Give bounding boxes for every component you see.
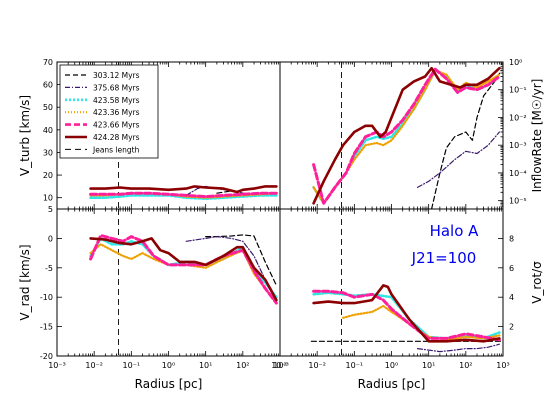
y-tick-label: 50 [43, 103, 53, 112]
legend-label: 423.36 Myrs [93, 108, 140, 117]
series-line-423-58-Myrs [89, 237, 278, 299]
y-tick-label: 30 [43, 148, 53, 157]
y-tick-label: -10 [40, 293, 53, 302]
legend-label: 423.66 Myrs [93, 121, 140, 130]
legend: 303.12 Myrs 375.68 Myrs 423.58 Myrs 423.36 … [59, 64, 159, 159]
series-line-375-68-Myrs [416, 131, 500, 188]
y-tick-label: 10⁻² [509, 113, 527, 122]
y-tick-label: 6 [509, 264, 514, 273]
series-line-375-68-Myrs [416, 343, 500, 353]
y-tick-label: 10⁻⁴ [509, 169, 527, 178]
legend-label: Jeans length [92, 145, 140, 154]
x-tick-label: 10² [459, 361, 472, 370]
y-tick-label: 10⁻¹ [509, 86, 527, 95]
y-tick-label: 2 [509, 323, 514, 332]
x-tick-label: 10⁻² [85, 361, 103, 370]
x-tick-label: 10⁰ [385, 361, 398, 370]
y-tick-label: 20 [43, 171, 53, 180]
x-tick-label: 10¹ [422, 361, 435, 370]
x-tick-label: 10¹ [199, 361, 212, 370]
series-line-375-68-Myrs [185, 236, 277, 298]
series-line-423-66-Myrs [312, 289, 501, 342]
y-tick-label: 10 [43, 194, 53, 203]
legend-label: 303.12 Myrs [93, 71, 140, 80]
plot-area-bottom-right [310, 209, 503, 356]
legend-label: 375.68 Myrs [93, 83, 140, 92]
x-tick-label: 10³ [496, 361, 509, 370]
y-tick-label: 70 [43, 58, 53, 67]
legend-box [59, 64, 159, 159]
x-tick-label: 10² [236, 361, 249, 370]
series-line-424-28-Myrs [312, 66, 501, 205]
series-line-424-28-Myrs [312, 284, 501, 343]
plot-area-top-left [89, 62, 278, 209]
y-axis-label: V_rot/σ [530, 261, 544, 304]
y-tick-label: 0 [48, 234, 53, 243]
series-line-303-12-Myrs [431, 69, 502, 209]
panel-frame [56, 208, 281, 357]
x-tick-label: 10⁻³ [271, 361, 289, 370]
y-tick-label: 4 [509, 293, 514, 302]
x-axis-label: Radius [pc] [358, 377, 426, 391]
y-tick-label: 40 [43, 126, 53, 135]
x-tick-label: 10⁰ [162, 361, 175, 370]
y-axis-label: V_rad [km/s] [18, 244, 32, 320]
annotation-j21: J21=100 [411, 249, 477, 267]
plot-area-bottom-left [89, 209, 278, 356]
legend-label: 424.28 Myrs [93, 133, 140, 142]
legend-label: 423.58 Myrs [93, 96, 140, 105]
x-tick-label: 10⁻¹ [123, 361, 141, 370]
series-line-424-28-Myrs [89, 237, 278, 302]
y-axis-label: InflowRate [M☉/yr] [530, 79, 544, 193]
x-tick-label: 10⁻¹ [346, 361, 364, 370]
y-tick-label: 10⁻³ [509, 141, 527, 150]
y-tick-label: 5 [48, 205, 53, 214]
y-tick-label: 10⁰ [509, 58, 522, 67]
y-tick-label: 10⁻⁵ [509, 197, 527, 206]
annotation-halo: Halo A [430, 222, 480, 240]
y-tick-label: -15 [40, 323, 53, 332]
series-line-423-66-Myrs [312, 67, 501, 205]
x-tick-label: 10⁻³ [48, 361, 66, 370]
x-axis-label: Radius [pc] [135, 377, 203, 391]
series-line-423-66-Myrs [89, 191, 278, 199]
series-line-424-28-Myrs [89, 185, 278, 194]
y-tick-label: 60 [43, 81, 53, 90]
series-line-423-66-Myrs [89, 234, 278, 305]
y-tick-label: 8 [509, 234, 514, 243]
panel-bottom-left: 10⁻³ 10⁻² 10⁻¹ 10⁰ 10¹ 10² 10³ Radius [pc] 0 -5 -1… [18, 208, 287, 391]
panel-bottom-right: 10⁻³ 10⁻² 10⁻¹ 10⁰ 10¹ 10² 10³ Radius [pc] 8 6 4 2 V… [271, 208, 544, 391]
x-tick-label: 10⁻² [308, 361, 326, 370]
y-tick-label: -5 [45, 264, 53, 273]
plot-area-top-right [312, 62, 502, 209]
y-axis-label: V_turb [km/s] [18, 95, 32, 176]
y-tick-label: -20 [40, 352, 53, 361]
x-tick-label: 10³ [273, 361, 286, 370]
